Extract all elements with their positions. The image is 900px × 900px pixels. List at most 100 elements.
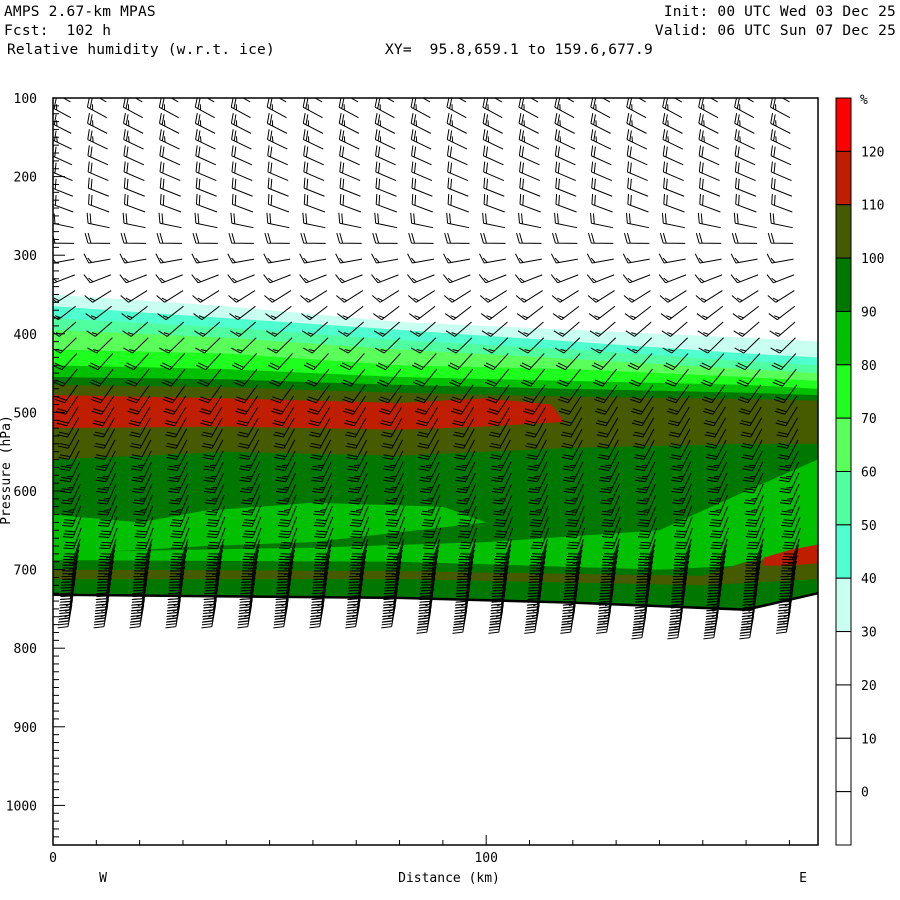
wind-barb <box>781 98 790 103</box>
wind-barb <box>129 417 151 438</box>
wind-barb <box>93 428 116 449</box>
wind-barb <box>599 472 620 494</box>
colorbar-label: 0 <box>861 786 869 801</box>
wind-barb <box>698 337 724 354</box>
wind-barb <box>301 305 328 321</box>
wind-barb <box>670 461 692 483</box>
wind-barb <box>231 145 253 166</box>
wind-barb <box>558 384 582 404</box>
wind-barb <box>230 321 257 337</box>
wind-barb <box>695 290 723 303</box>
init-time: Init: 00 UTC Wed 03 Dec 25 <box>663 4 896 20</box>
wind-barb <box>408 305 436 321</box>
wind-barb <box>483 161 505 181</box>
colorbar-label: 70 <box>861 412 877 427</box>
wind-barb <box>632 417 655 438</box>
wind-barb <box>374 212 398 229</box>
wind-barb <box>159 193 182 213</box>
wind-barb <box>779 472 800 494</box>
y-tick-label: 100 <box>14 92 37 107</box>
wind-barb <box>741 428 763 449</box>
wind-barb <box>598 461 620 483</box>
wind-barb <box>526 450 548 472</box>
wind-barb <box>448 368 474 387</box>
wind-barb <box>93 417 115 438</box>
wind-barb <box>384 483 405 505</box>
wind-barb <box>411 161 433 181</box>
model-title: AMPS 2.67-km MPAS <box>4 4 156 20</box>
wind-barb <box>53 113 72 134</box>
wind-barb <box>745 516 765 538</box>
wind-barb <box>302 337 329 354</box>
wind-barb <box>300 232 326 244</box>
wind-barb <box>590 212 614 229</box>
wind-barb <box>206 98 215 103</box>
wind-barb <box>740 417 763 438</box>
wind-barb <box>453 439 475 460</box>
wind-barb <box>165 428 188 449</box>
wind-barb <box>420 494 441 516</box>
wind-barb <box>767 232 794 244</box>
y-tick-label: 500 <box>14 406 37 421</box>
east-label: E <box>799 871 807 886</box>
colorbar-label: 100 <box>861 252 884 267</box>
wind-barb <box>383 472 404 494</box>
wind-barb <box>95 461 116 483</box>
wind-barb <box>53 213 74 229</box>
wind-barb <box>734 161 756 181</box>
wind-barb <box>311 472 332 494</box>
wind-barb <box>445 321 472 337</box>
wind-barb <box>555 193 577 213</box>
wind-barb <box>446 113 467 134</box>
wind-barb <box>698 161 720 181</box>
y-tick-label: 300 <box>14 249 37 264</box>
wind-barb <box>673 516 693 538</box>
wind-barb <box>698 98 719 119</box>
colorbar-bin <box>835 791 852 846</box>
wind-barb <box>242 516 262 538</box>
wind-barb <box>670 450 691 472</box>
wind-barb <box>385 505 405 527</box>
y-tick-label: 800 <box>14 642 37 657</box>
wind-barb <box>386 516 406 538</box>
wind-barb <box>60 483 81 505</box>
wind-barb <box>519 177 541 197</box>
wind-barb <box>706 461 728 483</box>
wind-barb <box>695 232 722 244</box>
wind-barb <box>698 129 720 150</box>
wind-barb <box>119 274 147 284</box>
wind-barb <box>349 494 369 516</box>
wind-barb <box>709 516 729 538</box>
wind-barb <box>234 384 258 404</box>
wind-barb <box>562 450 584 472</box>
wind-barb <box>625 212 649 229</box>
wind-barb <box>233 368 258 387</box>
wind-barb <box>306 384 330 404</box>
wind-barb <box>563 472 584 494</box>
wind-barb <box>268 353 293 371</box>
wind-barb <box>770 161 792 181</box>
wind-barb <box>669 439 691 460</box>
wind-barb <box>193 305 220 321</box>
wind-barb <box>204 483 225 505</box>
wind-barb <box>374 337 401 354</box>
wind-barb <box>455 472 476 494</box>
colorbar-label: 10 <box>861 732 877 747</box>
wind-barb <box>771 353 797 371</box>
wind-barb <box>483 193 505 213</box>
wind-barb <box>661 321 688 337</box>
wind-barb <box>705 439 727 460</box>
wind-barb <box>447 161 469 181</box>
wind-barb <box>590 145 612 166</box>
wind-barb <box>301 321 329 337</box>
wind-barb <box>337 305 364 321</box>
wind-barb <box>238 450 260 472</box>
wind-barb <box>450 384 474 404</box>
wind-barb <box>561 439 583 460</box>
y-axis-label: Pressure (hPa) <box>0 415 14 525</box>
wind-barb <box>626 129 648 150</box>
colorbar-bin <box>835 364 852 419</box>
cross-section-endpoints: XY= 95.8,659.1 to 159.6,677.9 <box>385 42 653 58</box>
wind-barb <box>662 337 688 354</box>
